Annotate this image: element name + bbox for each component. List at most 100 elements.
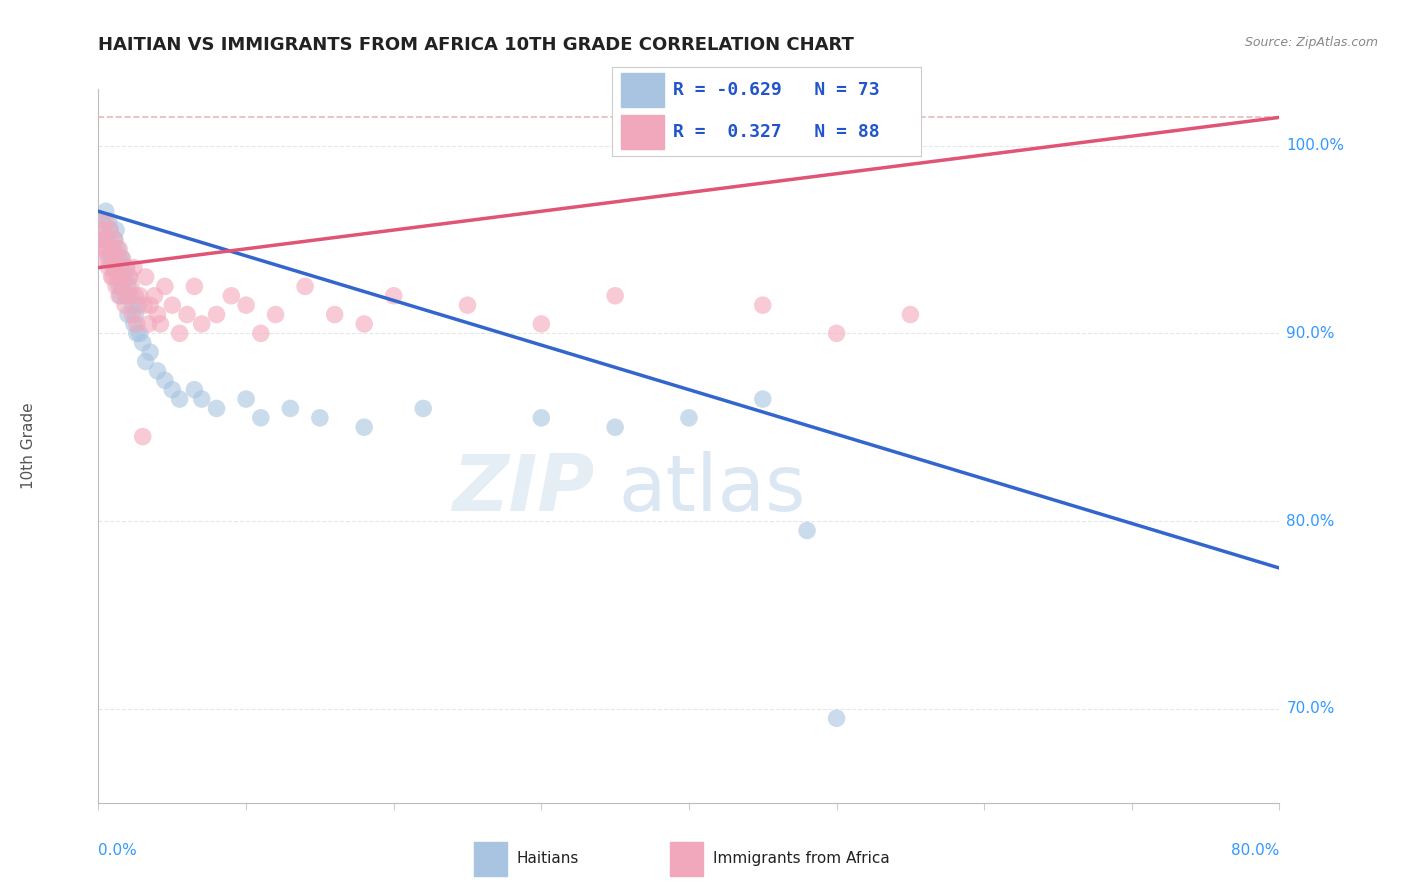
- Point: [89, 232, 111, 246]
- Point: [98, 251, 121, 265]
- Text: HAITIAN VS IMMIGRANTS FROM AFRICA 10TH GRADE CORRELATION CHART: HAITIAN VS IMMIGRANTS FROM AFRICA 10TH G…: [98, 36, 855, 54]
- Text: R =  0.327   N = 88: R = 0.327 N = 88: [673, 123, 880, 141]
- Point: [103, 260, 125, 275]
- Bar: [669, 842, 703, 876]
- Point: [278, 401, 302, 416]
- Point: [114, 289, 136, 303]
- Point: [108, 279, 131, 293]
- Point: [104, 232, 127, 246]
- Point: [105, 279, 128, 293]
- Point: [94, 232, 117, 246]
- Point: [111, 279, 134, 293]
- Point: [264, 308, 287, 322]
- Point: [125, 326, 148, 341]
- Point: [191, 317, 214, 331]
- Point: [132, 335, 155, 350]
- Point: [143, 289, 166, 303]
- Point: [118, 270, 141, 285]
- Point: [124, 289, 146, 303]
- Point: [104, 260, 127, 275]
- Point: [121, 308, 143, 322]
- Point: [110, 260, 132, 275]
- Point: [146, 308, 169, 322]
- Point: [97, 251, 120, 265]
- Point: [97, 213, 120, 227]
- Text: Source: ZipAtlas.com: Source: ZipAtlas.com: [1244, 36, 1378, 49]
- Text: 90.0%: 90.0%: [1286, 326, 1334, 341]
- Point: [90, 242, 112, 256]
- Point: [412, 401, 434, 416]
- Point: [205, 308, 228, 322]
- Point: [825, 711, 848, 725]
- Point: [139, 345, 162, 359]
- Point: [751, 392, 773, 406]
- Point: [111, 251, 134, 265]
- Point: [105, 260, 128, 275]
- Point: [114, 298, 136, 312]
- Point: [118, 270, 141, 285]
- Point: [605, 420, 627, 434]
- Text: R = -0.629   N = 73: R = -0.629 N = 73: [673, 81, 880, 99]
- Point: [120, 279, 142, 293]
- Point: [353, 420, 375, 434]
- Point: [134, 298, 156, 312]
- Point: [122, 317, 145, 331]
- Text: 0.0%: 0.0%: [98, 843, 138, 858]
- Point: [294, 279, 316, 293]
- Text: 70.0%: 70.0%: [1286, 701, 1334, 716]
- Point: [117, 279, 139, 293]
- Point: [94, 242, 117, 256]
- Point: [103, 242, 125, 256]
- Point: [250, 326, 273, 341]
- Point: [96, 232, 118, 246]
- Point: [153, 279, 176, 293]
- Text: 80.0%: 80.0%: [1232, 843, 1279, 858]
- Point: [825, 326, 848, 341]
- Point: [115, 260, 138, 275]
- Point: [309, 410, 332, 425]
- Point: [97, 260, 120, 275]
- Point: [127, 298, 149, 312]
- Point: [169, 392, 191, 406]
- Point: [98, 223, 121, 237]
- Point: [135, 270, 157, 285]
- Point: [91, 213, 114, 227]
- Point: [117, 289, 139, 303]
- Point: [122, 260, 145, 275]
- Point: [235, 392, 257, 406]
- Point: [105, 251, 128, 265]
- Point: [900, 308, 922, 322]
- Point: [183, 279, 205, 293]
- Point: [751, 298, 773, 312]
- Point: [149, 317, 172, 331]
- Point: [117, 308, 139, 322]
- Point: [796, 524, 818, 538]
- Point: [138, 317, 160, 331]
- Point: [124, 308, 146, 322]
- Point: [128, 326, 150, 341]
- Point: [169, 326, 191, 341]
- Point: [104, 232, 127, 246]
- Point: [219, 289, 243, 303]
- Point: [96, 242, 118, 256]
- Point: [107, 270, 129, 285]
- Point: [125, 317, 148, 331]
- Text: atlas: atlas: [619, 450, 806, 527]
- Point: [103, 270, 125, 285]
- Point: [139, 298, 162, 312]
- Point: [108, 242, 131, 256]
- Point: [132, 429, 155, 443]
- Text: 80.0%: 80.0%: [1286, 514, 1334, 529]
- Point: [153, 373, 176, 387]
- Point: [103, 242, 125, 256]
- Point: [135, 354, 157, 368]
- Point: [108, 251, 131, 265]
- Point: [146, 364, 169, 378]
- Text: 10th Grade: 10th Grade: [21, 402, 35, 490]
- Point: [100, 251, 122, 265]
- Point: [456, 298, 478, 312]
- Point: [183, 383, 205, 397]
- Point: [94, 213, 117, 227]
- Bar: [474, 842, 508, 876]
- Point: [128, 289, 150, 303]
